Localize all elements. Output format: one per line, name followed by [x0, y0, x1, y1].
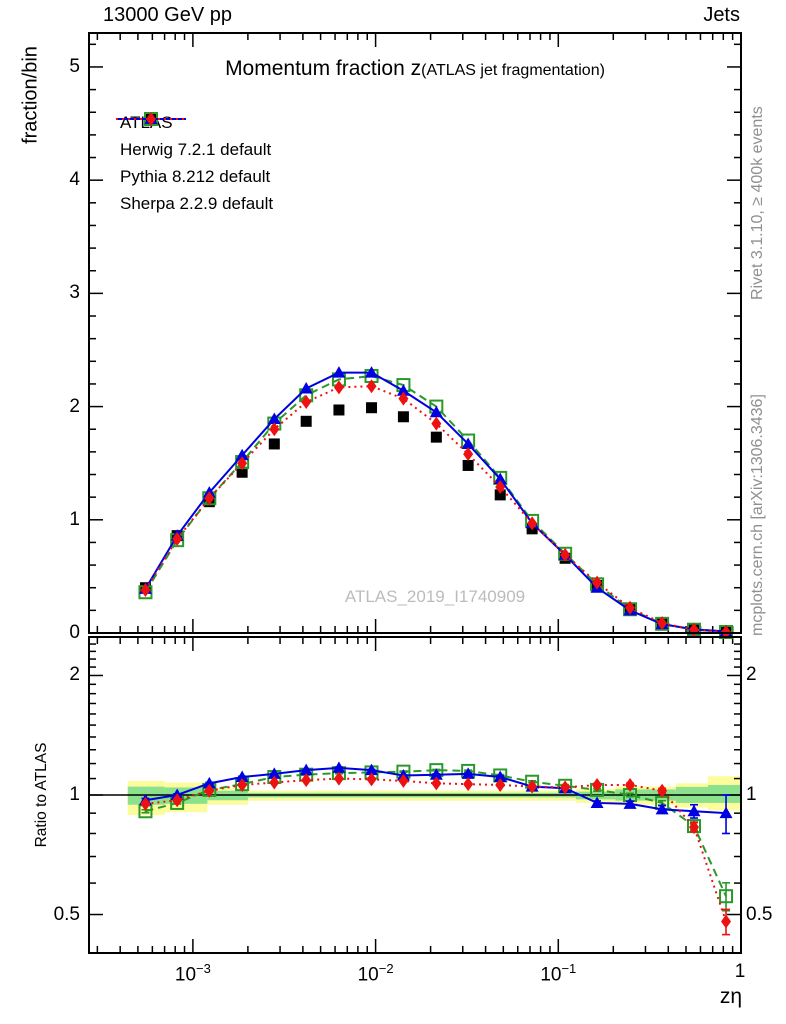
x-tick-label: 10−1: [540, 961, 577, 986]
mcplots-note: mcplots.cern.ch [arXiv:1306.3436]: [749, 394, 766, 636]
axis-ticks: [89, 33, 742, 953]
legend-label: Pythia 8.212 default: [120, 166, 271, 186]
ratio-y-tick-label-left: 0.5: [53, 903, 80, 925]
plot-title-main: Momentum fraction z: [225, 57, 422, 80]
top-panel-frame: [88, 32, 742, 634]
x-tick-label: 1: [734, 961, 746, 982]
ratio-y-tick-label-left: 1: [69, 784, 80, 805]
legend-label: Herwig 7.2.1 default: [120, 139, 272, 159]
ratio-y-tick-label-right: 1: [746, 784, 757, 805]
watermark: ATLAS_2019_I1740909: [344, 587, 526, 606]
legend-item: Sherpa 2.2.9 default: [112, 112, 274, 217]
x-tick-label: 10−3: [174, 961, 211, 986]
legend-marker-sherpa: [116, 112, 186, 126]
ratio-panel-frame: [88, 636, 742, 954]
legend-item: Pythia 8.212 default: [112, 112, 273, 190]
plot-title-suffix: (ATLAS jet fragmentation): [421, 62, 605, 79]
ratio-y-tick-label-left: 2: [69, 664, 80, 686]
top-y-tick-label: 3: [69, 282, 80, 304]
top-y-tick-label: 1: [69, 508, 80, 530]
analysis-group-label: Jets: [703, 4, 740, 26]
plot-title: Momentum fraction z(ATLAS jet fragmentat…: [165, 57, 665, 81]
x-tick-label: 10−2: [357, 961, 394, 986]
top-y-tick-label: 4: [69, 169, 80, 191]
legend-label: Sherpa 2.2.9 default: [120, 193, 274, 213]
legend-item: Herwig 7.2.1 default: [112, 112, 273, 163]
x-axis-title: zη: [719, 985, 742, 1008]
ratio-y-tick-label-right: 2: [746, 664, 757, 686]
rivet-version-note: Rivet 3.1.10, ≥ 400k events: [749, 106, 766, 300]
beam-energy-label: 13000 GeV pp: [103, 4, 232, 26]
top-y-tick-label: 2: [69, 395, 80, 417]
ratio-pythia-markers: [138, 761, 733, 819]
top-y-tick-label: 5: [69, 55, 80, 77]
ratio-sherpa-markers: [140, 771, 732, 929]
top-y-tick-label: 0: [69, 622, 80, 643]
ratio-y-tick-label-right: 0.5: [746, 903, 773, 925]
